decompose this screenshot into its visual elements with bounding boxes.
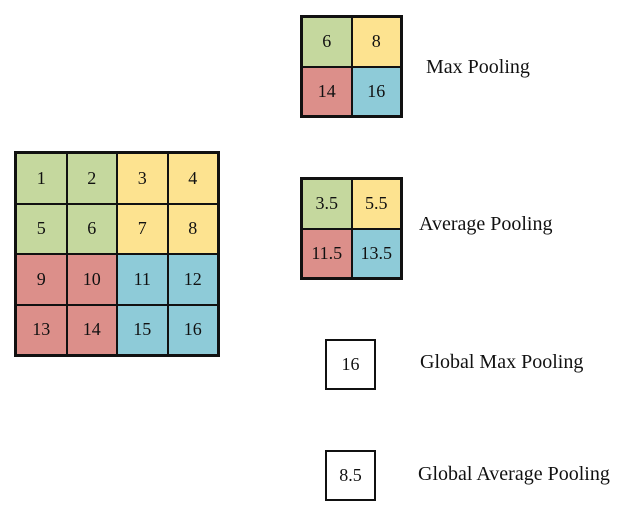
input-cell: 9 bbox=[16, 254, 67, 305]
global-max-pooling-output: 16 bbox=[325, 339, 376, 390]
average-pooling-label: Average Pooling bbox=[419, 213, 553, 235]
input-feature-map: 1 2 3 4 5 6 7 8 9 10 11 12 13 14 15 16 bbox=[14, 151, 220, 357]
average-pooling-cell: 13.5 bbox=[351, 228, 401, 278]
input-cell: 8 bbox=[167, 203, 218, 254]
input-cell: 14 bbox=[66, 304, 117, 355]
average-pooling-cell: 11.5 bbox=[302, 228, 352, 278]
input-cell: 11 bbox=[117, 254, 168, 305]
input-cell: 4 bbox=[167, 153, 218, 204]
input-cell: 3 bbox=[117, 153, 168, 204]
input-cell: 5 bbox=[16, 203, 67, 254]
max-pooling-label: Max Pooling bbox=[426, 56, 530, 78]
max-pooling-cell: 6 bbox=[302, 17, 352, 67]
max-pooling-cell: 14 bbox=[302, 66, 352, 116]
max-pooling-cell: 16 bbox=[351, 66, 401, 116]
input-cell: 10 bbox=[66, 254, 117, 305]
input-cell: 2 bbox=[66, 153, 117, 204]
max-pooling-output: 6 8 14 16 bbox=[300, 15, 403, 118]
global-average-pooling-output: 8.5 bbox=[325, 450, 376, 501]
input-cell: 6 bbox=[66, 203, 117, 254]
input-cell: 15 bbox=[117, 304, 168, 355]
global-max-pooling-label: Global Max Pooling bbox=[420, 351, 584, 373]
average-pooling-cell: 3.5 bbox=[302, 179, 352, 229]
average-pooling-output: 3.5 5.5 11.5 13.5 bbox=[300, 177, 403, 280]
input-cell: 7 bbox=[117, 203, 168, 254]
input-cell: 1 bbox=[16, 153, 67, 204]
max-pooling-cell: 8 bbox=[351, 17, 401, 67]
average-pooling-cell: 5.5 bbox=[351, 179, 401, 229]
input-cell: 12 bbox=[167, 254, 218, 305]
input-cell: 13 bbox=[16, 304, 67, 355]
global-average-pooling-label: Global Average Pooling bbox=[418, 463, 610, 485]
input-cell: 16 bbox=[167, 304, 218, 355]
